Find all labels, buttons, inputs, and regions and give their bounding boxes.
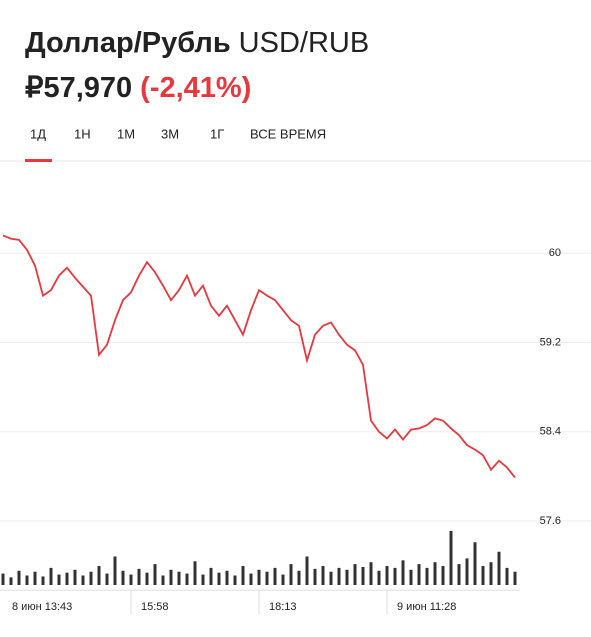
x-tick-label: 18:13 xyxy=(269,601,297,613)
price-line: ₽57,970 (-2,41%) xyxy=(25,72,251,104)
volume-bar xyxy=(313,568,317,585)
y-tick-label: 57.6 xyxy=(540,515,561,527)
volume-bar xyxy=(377,570,381,585)
volume-bar xyxy=(169,569,173,585)
volume-bar xyxy=(161,575,165,585)
volume-bar xyxy=(345,569,349,585)
volume-bar xyxy=(41,576,45,585)
volume-bar xyxy=(193,561,197,585)
volume-bar xyxy=(137,568,141,585)
volume-bar xyxy=(361,566,365,585)
tab[interactable]: ВСЕ ВРЕМЯ xyxy=(250,126,326,141)
y-tick-label: 58.4 xyxy=(540,426,561,438)
price-line xyxy=(2,234,516,479)
volume-bar xyxy=(409,569,413,585)
volume-bar xyxy=(385,566,389,585)
change: (-2,41%) xyxy=(140,72,251,104)
volume-bar xyxy=(65,572,69,585)
volume-bar xyxy=(393,567,397,585)
volume-bar xyxy=(473,542,477,585)
x-tick-label: 8 июн 13:43 xyxy=(12,601,72,613)
volume-bar xyxy=(249,573,253,585)
volume-bar xyxy=(177,571,181,585)
volume-bar xyxy=(25,575,29,585)
volume-bar xyxy=(201,574,205,585)
volume-bar xyxy=(505,567,509,585)
volume-bar xyxy=(449,530,453,585)
volume-bar xyxy=(305,556,309,585)
pair-name: Доллар/Рубль xyxy=(25,27,231,59)
volume-bar xyxy=(369,562,373,585)
x-tick-label: 15:58 xyxy=(141,601,169,613)
volume-bar xyxy=(281,574,285,585)
volume-bar xyxy=(337,567,341,585)
volume-bar xyxy=(257,569,261,585)
volume-bar xyxy=(17,570,21,585)
volume-bar xyxy=(513,571,517,585)
volume-bar xyxy=(225,570,229,585)
price: ₽57,970 xyxy=(25,72,132,104)
volume-bar xyxy=(353,564,357,585)
volume-bar xyxy=(481,566,485,585)
volume-bar xyxy=(265,571,269,585)
volume-bar xyxy=(113,556,117,585)
volume-bar xyxy=(73,569,77,585)
volume-bar xyxy=(417,564,421,585)
volume-bar xyxy=(81,575,85,585)
volume-bar xyxy=(441,566,445,585)
volume-bar xyxy=(329,571,333,585)
volume-bar xyxy=(241,566,245,585)
y-tick-label: 59.2 xyxy=(540,336,561,348)
volume-bar xyxy=(89,571,93,585)
volume-bar xyxy=(97,566,101,585)
volume-bar xyxy=(489,562,493,585)
volume-bar xyxy=(209,567,213,585)
volume-bar xyxy=(433,562,437,585)
volume-bar xyxy=(153,564,157,585)
volume-bar xyxy=(33,571,37,585)
y-tick-label: 60 xyxy=(549,247,561,259)
active-tab-underline xyxy=(25,159,52,162)
volume-bar xyxy=(425,567,429,585)
tabs: 1Д 1Н 1М 3М 1Г ВСЕ ВРЕМЯ xyxy=(30,126,326,141)
volume-bar xyxy=(321,566,325,585)
volume-bar xyxy=(9,577,13,585)
volume-bar xyxy=(233,575,237,585)
volume-bar xyxy=(185,573,189,585)
tab[interactable]: 1Г xyxy=(210,126,224,141)
tab[interactable]: 1Д xyxy=(30,126,46,141)
x-tick-label: 9 июн 11:28 xyxy=(397,601,456,613)
volume-bar xyxy=(217,572,221,585)
tab[interactable]: 3М xyxy=(161,126,179,141)
volume-bar xyxy=(121,570,125,585)
title: Доллар/Рубль USD/RUB xyxy=(25,27,369,59)
volume-bar xyxy=(457,564,461,585)
volume-bar xyxy=(465,558,469,585)
volume-bar xyxy=(145,572,149,585)
volume-bar xyxy=(497,551,501,585)
ticker: USD/RUB xyxy=(239,27,370,59)
tab[interactable]: 1Н xyxy=(74,126,91,141)
tab[interactable]: 1М xyxy=(117,126,135,141)
volume-bar xyxy=(297,570,301,585)
volume-bar xyxy=(105,573,109,585)
volume-bar xyxy=(57,574,61,585)
volume-bar xyxy=(289,564,293,585)
volume-bar xyxy=(49,567,53,585)
volume-bar xyxy=(1,573,5,585)
volume-bar xyxy=(273,567,277,585)
volume-bar xyxy=(401,560,405,585)
volume-bar xyxy=(129,574,133,585)
